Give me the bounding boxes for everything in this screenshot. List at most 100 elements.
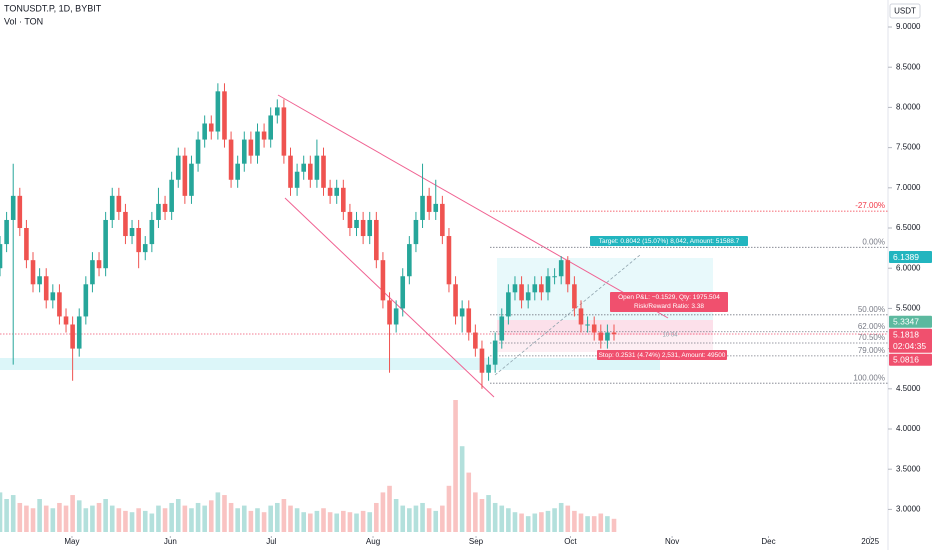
candle-body — [142, 244, 148, 253]
candle-body — [116, 195, 122, 212]
volume-bar — [175, 499, 181, 532]
volume-bar — [446, 485, 452, 532]
candle-body — [492, 340, 498, 365]
volume-bar — [0, 492, 3, 532]
volume-bar — [116, 508, 122, 532]
candle-body — [347, 211, 353, 229]
y-tick-label: 8.5000 — [896, 62, 921, 71]
y-tick-label: 4.5000 — [896, 384, 921, 393]
stop-zone-lower — [497, 335, 713, 352]
candle-body — [30, 260, 36, 285]
candle-body — [202, 123, 207, 140]
volume-bar — [499, 505, 505, 532]
volume-bar — [321, 508, 326, 532]
volume-bar — [539, 512, 544, 532]
x-tick-label: May — [64, 537, 79, 546]
candle-body — [149, 219, 155, 245]
volume-bar — [393, 499, 399, 532]
position-labels: Target: 0.8042 (15.07%) 8,042, Amount: 5… — [590, 236, 748, 360]
candle-body — [70, 324, 75, 349]
price-tag — [889, 315, 932, 328]
volume-bar — [142, 510, 148, 532]
candle-body — [175, 155, 181, 180]
volume-bar — [591, 516, 597, 532]
volume-bar — [459, 446, 465, 532]
y-tick-label: 5.5000 — [896, 304, 921, 313]
volume-bar — [327, 512, 333, 532]
candle-body — [222, 91, 227, 140]
volume-bar — [63, 505, 69, 532]
volume-bar — [506, 508, 511, 532]
volume-bar — [37, 499, 42, 532]
volume-bar — [413, 505, 419, 532]
volume-bar — [294, 508, 300, 532]
bars-label: 10 04 — [662, 333, 678, 339]
position-diagonal — [494, 254, 641, 376]
x-tick-label: Aug — [366, 537, 380, 546]
candle-body — [426, 195, 432, 212]
volume-bar — [222, 495, 227, 532]
volume-bar — [215, 492, 221, 532]
volume-bar — [308, 513, 313, 532]
candle-body — [288, 155, 293, 188]
candle-body — [281, 107, 287, 156]
candle-body — [228, 139, 234, 180]
support-zone — [0, 358, 660, 370]
y-tick-label: 6.0000 — [896, 263, 921, 272]
x-tick-label: Jul — [266, 537, 276, 546]
volume-bar — [532, 513, 538, 532]
volume-bar — [578, 513, 584, 532]
target-label-bg — [590, 236, 748, 246]
volume-bar — [156, 505, 161, 532]
volume-bar — [473, 492, 478, 532]
volume-bar — [195, 502, 201, 532]
volume-bar — [433, 510, 439, 532]
candle-body — [10, 195, 16, 220]
currency-box — [889, 3, 921, 19]
volume-bar — [10, 495, 16, 532]
price-axis-bg — [888, 0, 932, 550]
candle-body — [506, 292, 511, 317]
volume-bar — [202, 505, 207, 532]
volume-bar — [182, 505, 188, 532]
candle-body — [189, 163, 194, 196]
volume-bar — [255, 508, 260, 532]
volume-bar — [374, 502, 379, 532]
candle-body — [208, 123, 214, 132]
volume-bar — [512, 512, 518, 532]
candle-body — [367, 219, 373, 237]
volume-bar — [347, 512, 353, 532]
volume-bar — [4, 499, 9, 532]
candle-body — [103, 219, 108, 269]
volume-bar — [380, 492, 386, 532]
candle-body — [0, 244, 3, 269]
candle-body — [585, 324, 590, 326]
candle-body — [420, 195, 425, 220]
volume-bar — [426, 508, 432, 532]
volume-bar — [235, 508, 240, 532]
target-label: Target: 0.8042 (15.07%) 8,042, Amount: 5… — [599, 238, 740, 245]
y-tick-label: 8.0000 — [896, 103, 921, 112]
candle-body — [558, 260, 564, 277]
candle-body — [50, 292, 56, 301]
candle-body — [341, 187, 346, 212]
volume-bar — [360, 510, 366, 532]
volume-bar — [136, 508, 141, 532]
candle-body — [440, 203, 445, 237]
volume-bar — [585, 516, 590, 532]
candle-body — [578, 308, 584, 325]
candle-body — [565, 260, 571, 285]
volume-bar — [274, 502, 280, 532]
candle-body — [334, 187, 340, 196]
candle-body — [327, 187, 333, 196]
volume-bar — [17, 502, 23, 532]
candle-body — [123, 211, 128, 237]
fib-label: 100.00% — [853, 373, 885, 382]
candle-body — [466, 308, 472, 333]
candle-body — [459, 308, 465, 317]
candle-body — [532, 284, 538, 293]
candle-body — [374, 219, 379, 261]
candle-body — [169, 179, 174, 212]
volume-bar — [123, 510, 128, 532]
volume-bar — [43, 505, 49, 532]
